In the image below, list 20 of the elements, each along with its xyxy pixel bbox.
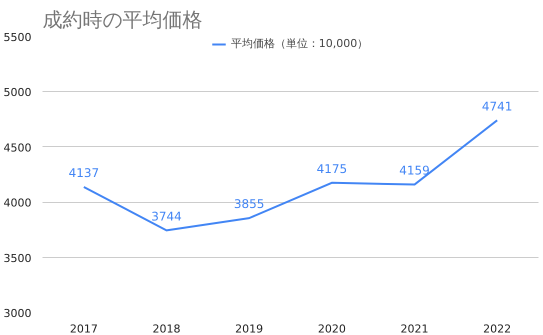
y-tick-label: 3500 <box>4 252 32 265</box>
legend-label: 平均価格（単位：10,000） <box>230 36 368 51</box>
y-tick-label: 3000 <box>4 307 32 320</box>
data-label: 3855 <box>234 197 264 212</box>
x-tick-label: 2017 <box>70 322 98 335</box>
y-tick-label: 4000 <box>4 196 32 210</box>
x-tick-label: 2020 <box>318 322 346 335</box>
y-tick-label: 5500 <box>4 31 32 44</box>
chart-title: 成約時の平均価格 <box>42 8 202 32</box>
data-label: 4159 <box>399 164 430 178</box>
y-tick-label: 4500 <box>4 141 32 154</box>
data-label: 4137 <box>68 166 100 180</box>
x-tick-label: 2019 <box>235 322 264 335</box>
data-label: 4741 <box>482 99 512 114</box>
data-label: 3744 <box>151 209 182 224</box>
x-tick-label: 2018 <box>152 322 181 335</box>
y-tick-label: 5000 <box>4 86 32 100</box>
data-label: 4175 <box>316 162 348 176</box>
x-tick-label: 2022 <box>483 322 512 335</box>
x-tick-label: 2021 <box>400 322 429 335</box>
